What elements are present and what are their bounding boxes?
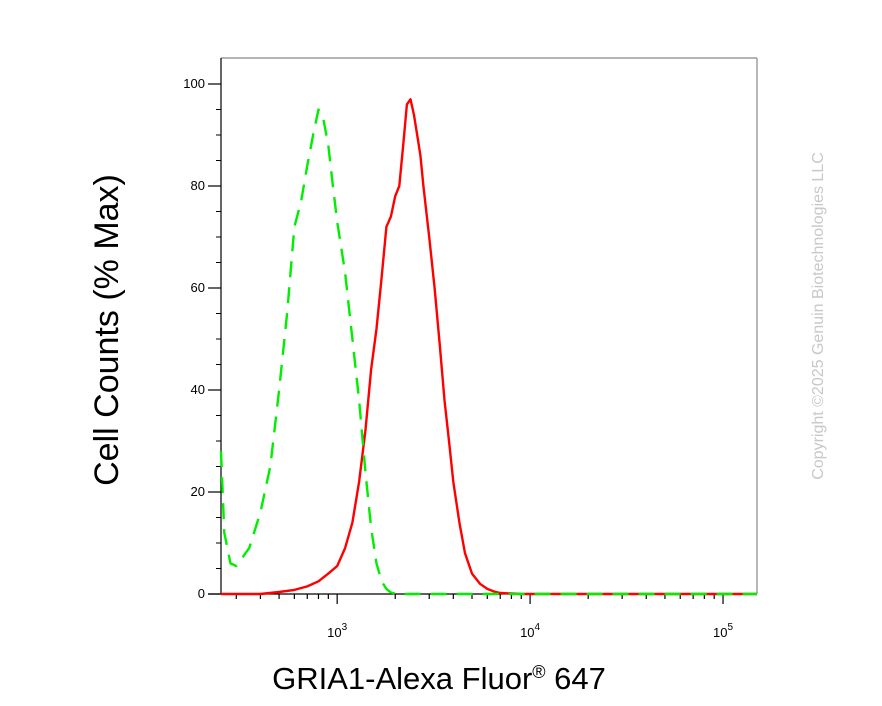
x-tick-label-base: 10	[713, 625, 727, 640]
series-line-2	[219, 108, 757, 596]
x-tick-label: 105	[713, 622, 733, 640]
x-tick-label-base: 10	[520, 625, 534, 640]
x-axis-title-suffix: 647	[546, 661, 606, 696]
x-axis-title-main: GRIA1-Alexa Fluor	[272, 661, 532, 696]
x-tick-label-exponent: 4	[535, 622, 541, 633]
x-axis-title-superscript: ®	[532, 662, 545, 682]
x-tick-label: 103	[327, 622, 347, 640]
x-tick-label: 104	[520, 622, 540, 640]
x-tick-label-exponent: 5	[727, 622, 733, 633]
series-line-1	[221, 98, 757, 596]
plot-frame	[208, 57, 758, 595]
y-tick-label: 0	[198, 586, 205, 601]
x-axis-ticks: 103 104 105	[235, 594, 733, 640]
y-tick-label: 100	[183, 76, 205, 91]
x-tick-label-base: 10	[327, 625, 341, 640]
x-tick-label-exponent: 3	[342, 622, 348, 633]
x-axis-title: GRIA1-Alexa Fluor® 647	[272, 661, 606, 696]
y-tick-label: 60	[191, 280, 205, 295]
y-tick-label: 20	[191, 484, 205, 499]
y-axis-title: Cell Counts (% Max)	[88, 174, 126, 486]
series-lines	[219, 98, 757, 596]
y-tick-label: 40	[191, 382, 205, 397]
y-axis-ticks: 0 20 40 60 80 100	[183, 76, 221, 601]
y-tick-label: 80	[191, 178, 205, 193]
copyright-watermark: Copyright ©2025 Genuin Biotechnologies L…	[810, 152, 827, 480]
